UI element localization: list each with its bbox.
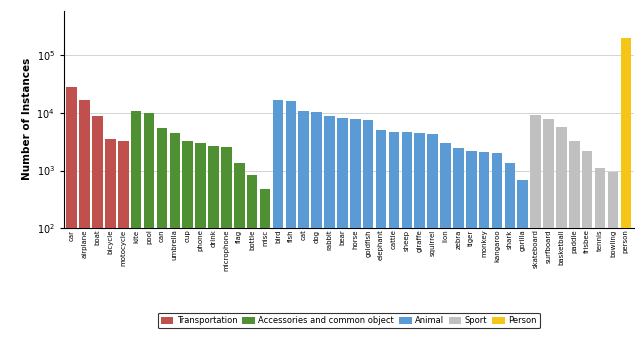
Bar <box>157 128 167 351</box>
Bar <box>479 152 490 351</box>
Bar <box>543 119 554 351</box>
Bar <box>311 112 322 351</box>
Y-axis label: Number of Instances: Number of Instances <box>22 58 33 180</box>
Bar <box>466 151 477 351</box>
Bar <box>273 100 284 351</box>
Bar <box>531 115 541 351</box>
Bar <box>67 87 77 351</box>
Bar <box>388 132 399 351</box>
Legend: Transportation, Accessories and common object, Animal, Sport, Person: Transportation, Accessories and common o… <box>157 313 540 329</box>
Bar <box>92 115 103 351</box>
Bar <box>131 111 141 351</box>
Bar <box>285 101 296 351</box>
Bar <box>195 143 206 351</box>
Bar <box>298 111 309 351</box>
Bar <box>324 115 335 351</box>
Bar <box>221 147 232 351</box>
Bar <box>170 133 180 351</box>
Bar <box>350 119 360 351</box>
Bar <box>504 163 515 351</box>
Bar <box>608 172 618 351</box>
Bar <box>376 130 387 351</box>
Bar <box>260 189 270 351</box>
Bar <box>144 113 154 351</box>
Bar <box>440 143 451 351</box>
Bar <box>492 153 502 351</box>
Bar <box>182 141 193 351</box>
Bar <box>208 146 219 351</box>
Bar <box>414 133 425 351</box>
Bar <box>453 148 463 351</box>
Bar <box>621 38 631 351</box>
Bar <box>582 151 593 351</box>
Bar <box>518 180 528 351</box>
Bar <box>337 118 348 351</box>
Bar <box>234 163 244 351</box>
Bar <box>401 132 412 351</box>
Bar <box>569 141 580 351</box>
Bar <box>118 141 129 351</box>
Bar <box>428 134 438 351</box>
Bar <box>79 100 90 351</box>
Bar <box>595 168 605 351</box>
Bar <box>363 120 373 351</box>
Bar <box>556 127 566 351</box>
Bar <box>105 139 116 351</box>
Bar <box>247 174 257 351</box>
